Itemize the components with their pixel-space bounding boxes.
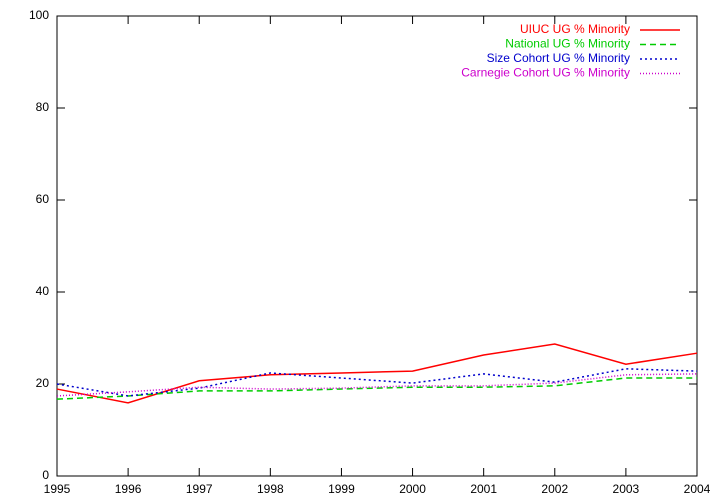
x-tick-label: 2004 [684,482,711,496]
x-tick-label: 2002 [541,482,568,496]
x-tick-label: 1995 [44,482,71,496]
legend-label: UIUC UG % Minority [520,22,630,36]
y-tick-label: 40 [36,284,50,298]
series-line [56,373,698,397]
x-tick-label: 1996 [115,482,142,496]
legend-label: Size Cohort UG % Minority [487,51,630,65]
y-tick-label: 20 [36,376,50,390]
legend-label: National UG % Minority [505,37,630,51]
plot-frame [56,15,698,477]
x-tick-label: 1997 [186,482,213,496]
y-tick-label: 0 [42,468,49,482]
series-line [56,343,698,404]
x-tick-label: 2000 [399,482,426,496]
y-tick-label: 100 [29,8,49,22]
x-tick-label: 2001 [470,482,497,496]
legend-label: Carnegie Cohort UG % Minority [461,66,630,80]
y-tick-label: 60 [36,192,50,206]
y-tick-label: 80 [36,100,50,114]
series-line [56,368,698,397]
series-line [56,377,697,400]
x-tick-label: 2003 [613,482,640,496]
x-tick-label: 1999 [328,482,355,496]
x-tick-label: 1998 [257,482,284,496]
